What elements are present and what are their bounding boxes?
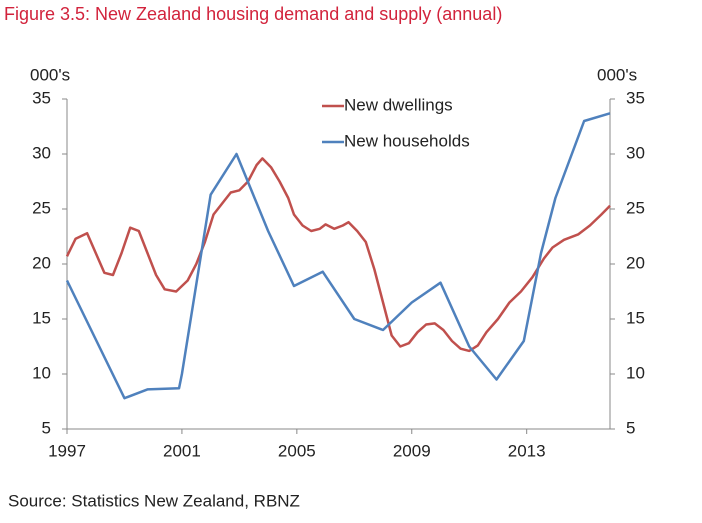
y-tick-label: 30 xyxy=(32,143,51,162)
legend-label: New households xyxy=(344,131,470,150)
data-line xyxy=(65,112,611,400)
y2-axis-label: 000's xyxy=(597,65,637,84)
y2-tick-label: 20 xyxy=(626,253,645,272)
x-tick-label: 2005 xyxy=(278,441,316,460)
x-tick-label: 2001 xyxy=(163,441,201,460)
legend-label: New dwellings xyxy=(344,95,453,114)
y-tick-label: 5 xyxy=(42,418,51,437)
y-tick-label: 10 xyxy=(32,363,51,382)
y-tick-label: 35 xyxy=(32,88,51,107)
x-tick-label: 1997 xyxy=(48,441,86,460)
y2-tick-label: 25 xyxy=(626,198,645,217)
data-line xyxy=(65,157,611,353)
x-tick-label: 2009 xyxy=(393,441,431,460)
y-tick-label: 20 xyxy=(32,253,51,272)
y-axis-label: 000's xyxy=(30,65,70,84)
y-tick-label: 25 xyxy=(32,198,51,217)
y-tick-label: 15 xyxy=(32,308,51,327)
y2-tick-label: 35 xyxy=(626,88,645,107)
x-tick-label: 2013 xyxy=(508,441,546,460)
y2-tick-label: 5 xyxy=(626,418,635,437)
source-note: Source: Statistics New Zealand, RBNZ xyxy=(8,491,300,510)
y2-tick-label: 15 xyxy=(626,308,645,327)
y2-tick-label: 10 xyxy=(626,363,645,382)
chart-title: Figure 3.5: New Zealand housing demand a… xyxy=(4,4,502,24)
y2-tick-label: 30 xyxy=(626,143,645,162)
